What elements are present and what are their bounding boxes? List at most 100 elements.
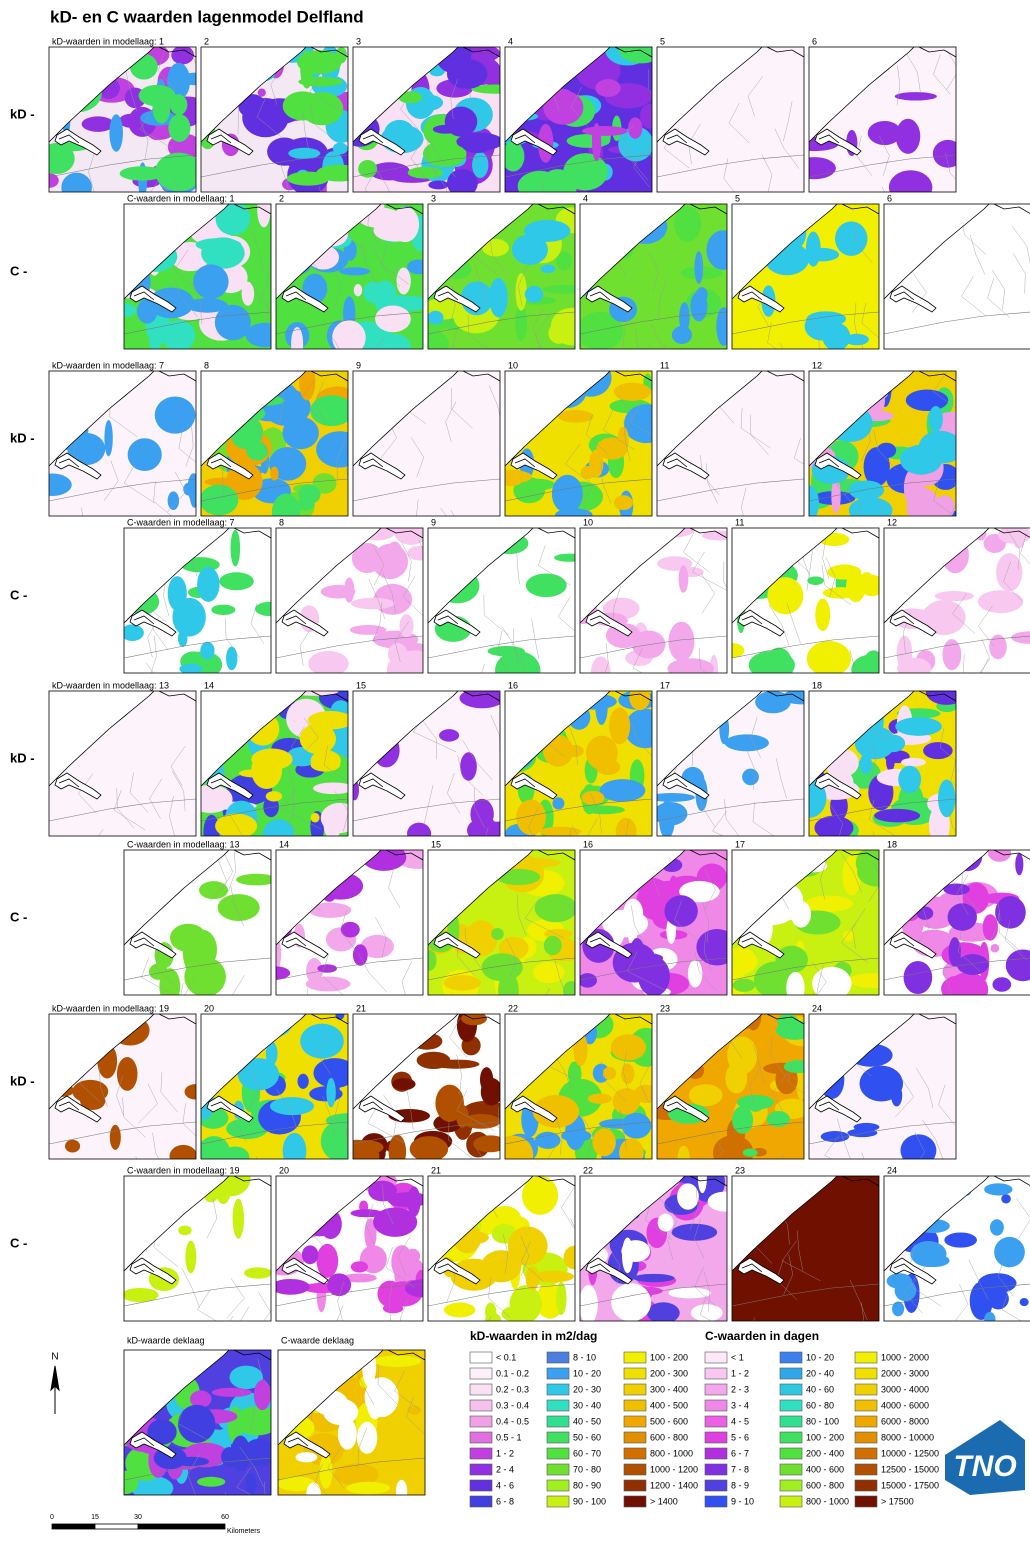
legend-swatch [470, 1368, 492, 1379]
legend-swatch [470, 1400, 492, 1411]
legend-swatch [705, 1384, 727, 1395]
page-title: kD- en C waarden lagenmodel Delfland [50, 7, 364, 26]
panel-label: 3 [431, 193, 436, 203]
scale-label: 0 [50, 1514, 54, 1521]
value-zone [516, 799, 546, 835]
value-zone [346, 1482, 390, 1495]
value-zone [727, 1036, 757, 1074]
value-zone [849, 497, 893, 523]
value-zone [806, 232, 821, 267]
legend-swatch [855, 1464, 877, 1475]
map-panel [732, 204, 887, 383]
value-zone [543, 285, 586, 294]
row-label: kD - [10, 1073, 35, 1088]
legend-swatch [547, 1352, 569, 1363]
value-zone [584, 806, 625, 815]
value-zone [678, 1146, 690, 1170]
logo-text: TNO [953, 1450, 1016, 1483]
value-zone [948, 972, 988, 1007]
value-zone [372, 544, 408, 579]
value-zone [391, 207, 419, 242]
value-zone [544, 936, 562, 955]
value-zone [488, 646, 525, 656]
map-panel [272, 198, 431, 378]
value-zone [540, 827, 582, 837]
value-zone [443, 975, 480, 990]
value-zone [578, 973, 597, 987]
value-zone [460, 752, 477, 780]
legend-label: 1200 - 1400 [650, 1480, 698, 1490]
value-zone [351, 1261, 368, 1272]
value-zone [983, 914, 998, 940]
legend-swatch [780, 1400, 802, 1411]
value-zone [170, 1145, 198, 1168]
legend-swatch [855, 1432, 877, 1443]
legend-label: 200 - 300 [650, 1368, 688, 1378]
value-zone [984, 1312, 995, 1326]
map-panel [263, 1346, 428, 1534]
panel-label: 16 [583, 839, 593, 849]
value-zone [65, 1140, 80, 1153]
value-zone [688, 960, 702, 987]
value-zone [358, 160, 377, 178]
panel-label: 12 [887, 517, 897, 527]
panel-label: 18 [812, 680, 822, 690]
map-panel [571, 515, 739, 688]
panel-label: 20 [204, 1003, 214, 1013]
scale-segment [95, 1524, 138, 1529]
value-zone [218, 894, 260, 921]
row-label: kD - [10, 106, 35, 121]
panel-label: 10 [583, 517, 593, 527]
legend-label: 8 - 9 [731, 1480, 749, 1490]
value-zone [611, 1283, 651, 1321]
panel-label: 20 [279, 1165, 289, 1175]
value-zone [410, 1136, 449, 1161]
legend-swatch [624, 1368, 646, 1379]
value-zone [944, 1232, 977, 1247]
value-zone [389, 1135, 407, 1169]
legend-swatch [705, 1432, 727, 1443]
legend-label: 8000 - 10000 [881, 1432, 934, 1442]
value-zone [272, 493, 300, 531]
value-zone [392, 1078, 415, 1090]
value-zone [502, 1306, 526, 1321]
panel-label: 10 [508, 360, 518, 370]
map-panel [792, 368, 969, 541]
map-panel [485, 359, 669, 523]
value-zone [350, 1209, 382, 1217]
panel-label: 16 [508, 680, 518, 690]
legend-swatch [547, 1480, 569, 1491]
panel-label: 8 [279, 517, 284, 527]
value-zone [535, 1132, 560, 1149]
value-zone [350, 625, 386, 635]
panel-label: kD-waarden in modellaag: 1 [52, 36, 164, 46]
value-zone [295, 499, 314, 510]
value-zone [923, 742, 953, 759]
value-zone [199, 881, 228, 899]
legend-title: C-waarden in dagen [705, 1329, 819, 1343]
legend-swatch [624, 1400, 646, 1411]
map-panel [497, 34, 670, 220]
panel-label: kD-waarde deklaag [127, 1335, 205, 1345]
value-zone [904, 961, 933, 994]
legend-label: 600 - 800 [650, 1432, 688, 1442]
value-zone [297, 1074, 308, 1089]
value-zone [696, 287, 708, 302]
value-zone [311, 813, 320, 823]
value-zone [689, 1084, 723, 1106]
value-zone [327, 1273, 351, 1296]
map-panel [112, 1340, 280, 1532]
legend-label: 15000 - 17500 [881, 1480, 939, 1490]
value-zone [698, 1164, 707, 1193]
value-zone [622, 1113, 652, 1139]
value-zone [391, 1245, 412, 1278]
map-panel [346, 688, 511, 867]
map-panel [648, 689, 817, 851]
value-zone [407, 823, 431, 845]
legend-label: 6 - 8 [496, 1496, 514, 1506]
legend-swatch [780, 1480, 802, 1491]
value-zone [535, 894, 577, 922]
legend-swatch [624, 1384, 646, 1395]
value-zone [467, 819, 496, 842]
legend-label: 400 - 600 [806, 1464, 844, 1474]
